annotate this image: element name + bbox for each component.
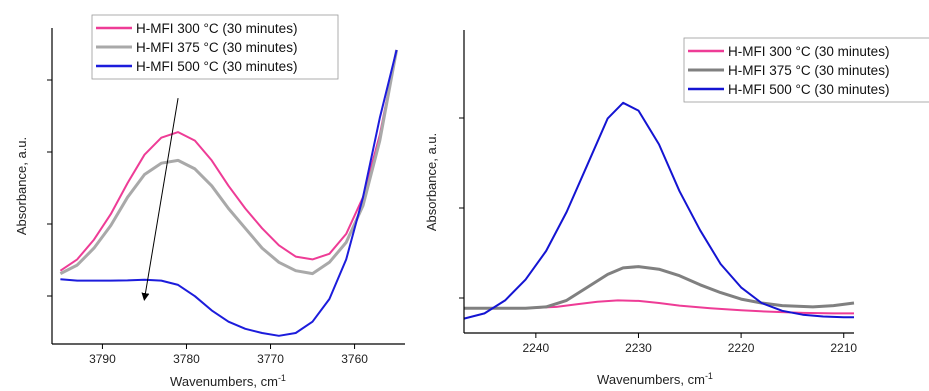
left-y-ticks: [47, 79, 52, 297]
x-tick-label: 2230: [625, 341, 652, 355]
legend-entry: H-MFI 300 °C (30 minutes): [728, 44, 889, 59]
legend-entry: H-MFI 500 °C (30 minutes): [728, 82, 889, 97]
annotation-arrow: [141, 98, 179, 302]
x-tick-label: 3770: [257, 352, 284, 366]
left-x-axis-title: Wavenumbers, cm-1: [170, 373, 286, 389]
right-y-ticks: [459, 117, 464, 299]
right-x-axis-title-sup: -1: [705, 371, 713, 381]
series-line: [60, 49, 398, 337]
x-tick-label: 2220: [728, 341, 755, 355]
right-legend: H-MFI 300 °C (30 minutes) H-MFI 375 °C (3…: [683, 37, 929, 103]
series-line: [59, 49, 398, 272]
right-x-axis-title: Wavenumbers, cm-1: [597, 371, 713, 387]
right-series-group: [463, 101, 855, 320]
right-x-axis-title-text: Wavenumbers, cm: [597, 372, 705, 387]
left-series-group: [59, 49, 399, 337]
legend-entry: H-MFI 375 °C (30 minutes): [728, 63, 889, 78]
x-tick-label: 3790: [89, 352, 116, 366]
legend-entry: H-MFI 500 °C (30 minutes): [136, 59, 297, 74]
left-legend: H-MFI 300 °C (30 minutes) H-MFI 375 °C (3…: [91, 14, 339, 80]
chart-right: 2240 2230 2220 2210 Absorbance, a.u. Wavenu…: [424, 30, 929, 387]
x-tick-label: 3780: [173, 352, 200, 366]
legend-box: [91, 14, 339, 80]
x-tick-label: 2210: [830, 341, 857, 355]
legend-entry: H-MFI 375 °C (30 minutes): [136, 40, 297, 55]
left-y-axis-title: Absorbance, a.u.: [14, 137, 29, 235]
right-x-ticks: 2240 2230 2220 2210: [522, 333, 857, 355]
chart-left: 3790 3780 3770 3760 Absorbance, a.u. Wavenu…: [14, 14, 405, 389]
series-line: [464, 265, 855, 310]
legend-entry: H-MFI 300 °C (30 minutes): [136, 21, 297, 36]
series-line: [463, 101, 854, 320]
x-tick-label: 3760: [341, 352, 368, 366]
series-line: [59, 49, 399, 276]
left-x-axis-title-text: Wavenumbers, cm: [170, 374, 278, 389]
left-x-ticks: 3790 3780 3770 3760: [89, 344, 368, 366]
left-x-axis-title-sup: -1: [278, 373, 286, 383]
x-tick-label: 2240: [522, 341, 549, 355]
legend-box: [683, 37, 929, 103]
right-y-axis-title: Absorbance, a.u.: [424, 133, 439, 231]
